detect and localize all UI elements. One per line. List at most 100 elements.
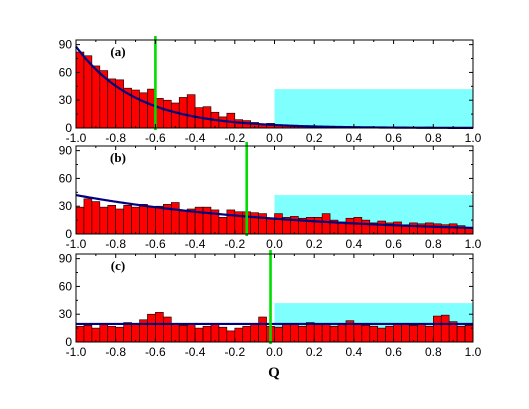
histogram-bar: [75, 325, 85, 343]
x-tick-label: 0.8: [425, 131, 442, 145]
histogram-bar: [266, 217, 275, 235]
x-tick-label: -0.2: [224, 131, 245, 145]
histogram-bar: [361, 219, 371, 235]
histogram-bar: [218, 217, 228, 235]
histogram-bar: [91, 65, 101, 129]
x-tick-label: -0.8: [105, 131, 126, 145]
histogram-bar: [226, 209, 236, 235]
histogram-bar: [353, 217, 363, 235]
histogram-bar: [345, 217, 355, 235]
x-tick-label: 0.6: [385, 237, 402, 251]
y-tick-label: 30: [59, 307, 73, 321]
x-tick-label: -0.4: [185, 345, 206, 359]
histogram-bar: [282, 323, 291, 343]
histogram-bar: [440, 314, 450, 343]
histogram-bar: [337, 324, 347, 343]
histogram-bar: [329, 325, 339, 343]
histogram-bar: [353, 323, 363, 343]
x-tick-label: -1.0: [66, 345, 87, 359]
histogram-bar: [313, 323, 323, 343]
panel-label: (b): [110, 150, 126, 165]
histogram-bar: [178, 210, 188, 235]
y-tick-label: 90: [59, 38, 73, 52]
histogram-bar: [432, 223, 442, 235]
histogram-bar: [210, 323, 220, 343]
histogram-bar: [425, 325, 434, 343]
histogram-bar: [155, 312, 164, 343]
histogram-bar: [99, 323, 109, 343]
x-tick-label: 0.4: [346, 345, 363, 359]
histogram-bar: [83, 55, 93, 129]
histogram-bar: [202, 206, 212, 235]
x-tick-label: -0.6: [145, 131, 166, 145]
y-tick-label: 0: [65, 335, 72, 349]
histogram-bar: [147, 206, 156, 235]
histogram-bar: [377, 327, 386, 343]
panel-a: -1.0 -0.8 -0.6 -0.4 -0.2 0.0 0.2 0.4 0.6 0.8 1.0 0 3…: [59, 36, 482, 145]
y-tick-label: 0: [65, 121, 72, 135]
x-tick-label: 0.0: [266, 131, 283, 145]
histogram-bar: [178, 325, 188, 343]
x-tick-label: -1.0: [66, 131, 87, 145]
histogram-bar: [432, 315, 442, 343]
histogram-bar: [170, 102, 180, 129]
histogram-bar: [123, 204, 132, 235]
histogram-bar: [361, 325, 371, 343]
x-tick-label: -1.0: [66, 237, 87, 251]
x-tick-label: -0.2: [224, 237, 245, 251]
fit-curve: [75, 194, 474, 230]
x-tick-label: 0.2: [306, 131, 323, 145]
x-tick-label: -0.8: [105, 237, 126, 251]
x-tick-label: -0.2: [224, 345, 245, 359]
histogram-bar: [274, 326, 283, 343]
histogram-bar: [234, 327, 244, 343]
histogram-bar: [186, 94, 196, 129]
panel-label: (a): [110, 44, 125, 59]
histogram-bar: [218, 326, 228, 343]
histogram-bar: [298, 325, 307, 343]
x-tick-label: 1.0: [465, 237, 482, 251]
histogram-bar: [91, 327, 101, 343]
histogram-bar: [464, 228, 474, 235]
x-tick-label: 0.0: [266, 237, 283, 251]
x-tick-label: -0.4: [185, 131, 206, 145]
histogram-bar: [186, 323, 196, 343]
x-tick-label: 0.4: [346, 131, 363, 145]
histogram-bar: [274, 213, 283, 235]
histogram-bar: [321, 324, 331, 343]
x-tick-label: 0.8: [425, 237, 442, 251]
x-tick-label: 0.2: [306, 237, 323, 251]
x-tick-label: 0.2: [306, 345, 323, 359]
histogram-bar: [147, 313, 156, 343]
histogram-bar: [115, 208, 124, 235]
histogram-bar: [139, 204, 148, 235]
x-tick-label: -0.8: [105, 345, 126, 359]
histogram-bar: [115, 326, 124, 343]
histogram-bar: [163, 99, 172, 129]
histogram-bar: [170, 202, 180, 235]
y-tick-label: 90: [59, 252, 73, 266]
histogram-bar: [123, 322, 132, 343]
x-tick-label: -0.4: [185, 237, 206, 251]
histogram-bar: [305, 322, 315, 343]
histogram-bar: [313, 217, 323, 235]
histogram-bar: [83, 325, 93, 343]
histogram-bar: [139, 92, 148, 129]
x-tick-label: 0.0: [266, 345, 283, 359]
histogram-bar: [91, 201, 101, 235]
histogram-bar: [242, 325, 251, 343]
histogram-bar: [258, 316, 267, 343]
x-tick-label: 1.0: [465, 345, 482, 359]
histogram-bar: [170, 323, 180, 343]
x-tick-label: -0.6: [145, 237, 166, 251]
histogram-bar: [107, 204, 117, 235]
histogram-bar: [131, 206, 140, 235]
histogram-bar: [369, 325, 379, 343]
x-tick-label: 1.0: [465, 131, 482, 145]
panel-c: -1.0 -0.8 -0.6 -0.4 -0.2 0.0 0.2 0.4 0.6 0.8 1.0 0 3…: [59, 250, 482, 359]
y-tick-label: 60: [59, 171, 73, 185]
histogram-bar: [218, 116, 228, 129]
panel-b: -1.0 -0.8 -0.6 -0.4 -0.2 0.0 0.2 0.4 0.6 0.8 1.0 0 3…: [59, 142, 482, 251]
histogram-bar: [393, 324, 402, 343]
